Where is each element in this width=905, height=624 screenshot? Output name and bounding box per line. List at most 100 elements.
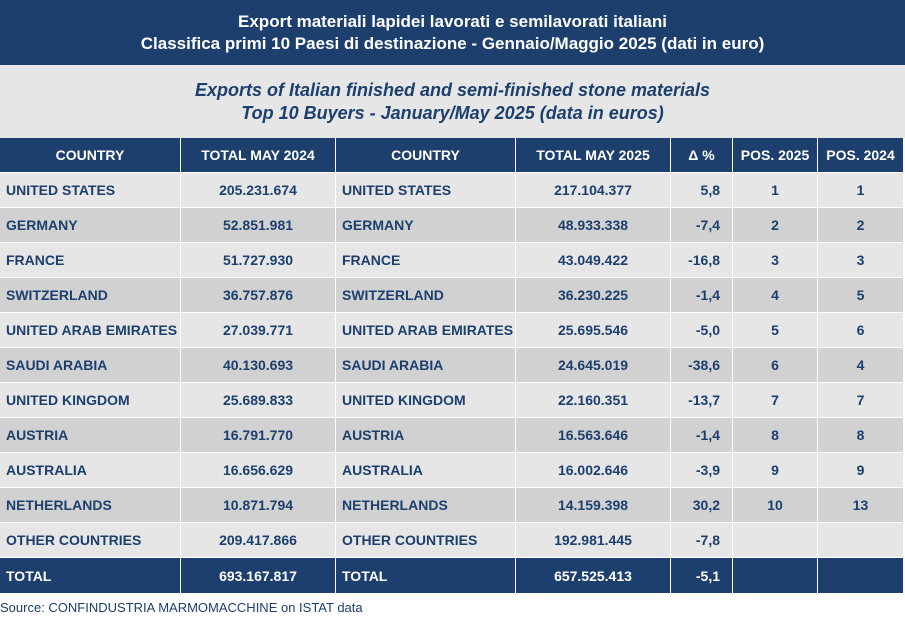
total-value-2024: 693.167.817 — [181, 558, 336, 593]
cell-total-2024: 36.757.876 — [181, 278, 336, 313]
table-row: AUSTRIA 16.791.770 AUSTRIA 16.563.646 -1,4 8 8 — [0, 418, 903, 453]
cell-country-2024: UNITED ARAB EMIRATES — [0, 313, 181, 348]
cell-total-2024: 10.871.794 — [181, 488, 336, 523]
total-delta: -5,1 — [671, 558, 733, 593]
cell-total-2024: 209.417.866 — [181, 523, 336, 558]
header-country-2024: COUNTRY — [0, 138, 181, 173]
cell-country-2024: SWITZERLAND — [0, 278, 181, 313]
cell-pos-2025: 7 — [733, 383, 818, 418]
cell-delta: -16,8 — [671, 243, 733, 278]
cell-total-2025: 25.695.546 — [516, 313, 671, 348]
cell-country-2024: SAUDI ARABIA — [0, 348, 181, 383]
table-row: UNITED KINGDOM 25.689.833 UNITED KINGDOM 22… — [0, 383, 903, 418]
cell-pos-2024: 8 — [818, 418, 903, 453]
table-row: OTHER COUNTRIES 209.417.866 OTHER COUNTRIE… — [0, 523, 903, 558]
table-row: GERMANY 52.851.981 GERMANY 48.933.338 -7,4 2 2 — [0, 208, 903, 243]
cell-country-2024: AUSTRALIA — [0, 453, 181, 488]
cell-country-2024: GERMANY — [0, 208, 181, 243]
header-total-2025: TOTAL MAY 2025 — [516, 138, 671, 173]
cell-delta: -3,9 — [671, 453, 733, 488]
cell-country-2025: NETHERLANDS — [336, 488, 516, 523]
cell-pos-2025: 10 — [733, 488, 818, 523]
cell-country-2024: UNITED STATES — [0, 173, 181, 208]
total-row: TOTAL 693.167.817 TOTAL 657.525.413 -5,1 — [0, 558, 903, 593]
cell-pos-2024: 7 — [818, 383, 903, 418]
cell-country-2025: FRANCE — [336, 243, 516, 278]
cell-country-2025: SWITZERLAND — [336, 278, 516, 313]
header-country-2025: COUNTRY — [336, 138, 516, 173]
cell-delta: -7,8 — [671, 523, 733, 558]
cell-delta: -5,0 — [671, 313, 733, 348]
cell-country-2024: OTHER COUNTRIES — [0, 523, 181, 558]
table-row: NETHERLANDS 10.871.794 NETHERLANDS 14.159.3… — [0, 488, 903, 523]
cell-pos-2025: 5 — [733, 313, 818, 348]
table-row: SWITZERLAND 36.757.876 SWITZERLAND 36.230.2… — [0, 278, 903, 313]
title-english: Exports of Italian finished and semi-fin… — [0, 65, 905, 138]
title-italian-line1: Export materiali lapidei lavorati e semi… — [238, 11, 667, 31]
title-italian-line2: Classifica primi 10 Paesi di destinazion… — [140, 33, 765, 53]
cell-country-2024: NETHERLANDS — [0, 488, 181, 523]
cell-total-2025: 24.645.019 — [516, 348, 671, 383]
cell-delta: -38,6 — [671, 348, 733, 383]
total-pos-2025 — [733, 558, 818, 593]
cell-total-2025: 192.981.445 — [516, 523, 671, 558]
cell-total-2025: 43.049.422 — [516, 243, 671, 278]
cell-total-2024: 16.656.629 — [181, 453, 336, 488]
cell-country-2025: GERMANY — [336, 208, 516, 243]
cell-total-2024: 205.231.674 — [181, 173, 336, 208]
cell-country-2024: UNITED KINGDOM — [0, 383, 181, 418]
cell-pos-2024: 2 — [818, 208, 903, 243]
cell-total-2024: 27.039.771 — [181, 313, 336, 348]
header-delta: Δ % — [671, 138, 733, 173]
cell-pos-2024: 6 — [818, 313, 903, 348]
header-total-2024: TOTAL MAY 2024 — [181, 138, 336, 173]
table-body: UNITED STATES 205.231.674 UNITED STATES 217… — [0, 173, 903, 558]
table-header-row: COUNTRY TOTAL MAY 2024 COUNTRY TOTAL MAY… — [0, 138, 903, 173]
cell-country-2025: AUSTRIA — [336, 418, 516, 453]
cell-delta: -7,4 — [671, 208, 733, 243]
cell-pos-2025: 8 — [733, 418, 818, 453]
table-row: UNITED STATES 205.231.674 UNITED STATES 217… — [0, 173, 903, 208]
cell-delta: 30,2 — [671, 488, 733, 523]
cell-total-2025: 217.104.377 — [516, 173, 671, 208]
cell-pos-2024: 5 — [818, 278, 903, 313]
cell-pos-2025 — [733, 523, 818, 558]
cell-delta: -1,4 — [671, 278, 733, 313]
cell-country-2025: UNITED KINGDOM — [336, 383, 516, 418]
source-note: Source: CONFINDUSTRIA MARMOMACCHINE on I… — [0, 600, 363, 615]
cell-pos-2024: 4 — [818, 348, 903, 383]
cell-total-2025: 48.933.338 — [516, 208, 671, 243]
cell-country-2025: AUSTRALIA — [336, 453, 516, 488]
cell-total-2024: 40.130.693 — [181, 348, 336, 383]
table-row: AUSTRALIA 16.656.629 AUSTRALIA 16.002.646 -3… — [0, 453, 903, 488]
cell-pos-2025: 6 — [733, 348, 818, 383]
cell-total-2025: 22.160.351 — [516, 383, 671, 418]
cell-total-2025: 36.230.225 — [516, 278, 671, 313]
table-row: SAUDI ARABIA 40.130.693 SAUDI ARABIA 24.645… — [0, 348, 903, 383]
cell-pos-2025: 3 — [733, 243, 818, 278]
cell-pos-2025: 2 — [733, 208, 818, 243]
export-ranking-table: COUNTRY TOTAL MAY 2024 COUNTRY TOTAL MAY… — [0, 138, 903, 593]
cell-total-2024: 16.791.770 — [181, 418, 336, 453]
cell-country-2025: UNITED STATES — [336, 173, 516, 208]
cell-pos-2024 — [818, 523, 903, 558]
total-pos-2024 — [818, 558, 903, 593]
title-italian: Export materiali lapidei lavorati e semi… — [0, 0, 905, 65]
cell-delta: 5,8 — [671, 173, 733, 208]
cell-total-2025: 16.002.646 — [516, 453, 671, 488]
cell-pos-2024: 3 — [818, 243, 903, 278]
cell-country-2025: SAUDI ARABIA — [336, 348, 516, 383]
cell-total-2024: 52.851.981 — [181, 208, 336, 243]
title-english-line2: Top 10 Buyers - January/May 2025 (data i… — [241, 102, 664, 123]
cell-country-2024: AUSTRIA — [0, 418, 181, 453]
cell-total-2024: 25.689.833 — [181, 383, 336, 418]
cell-delta: -13,7 — [671, 383, 733, 418]
cell-pos-2025: 4 — [733, 278, 818, 313]
cell-total-2025: 14.159.398 — [516, 488, 671, 523]
cell-delta: -1,4 — [671, 418, 733, 453]
total-value-2025: 657.525.413 — [516, 558, 671, 593]
table-row: UNITED ARAB EMIRATES 27.039.771 UNITED ARA… — [0, 313, 903, 348]
header-pos-2024: POS. 2024 — [818, 138, 903, 173]
cell-country-2025: OTHER COUNTRIES — [336, 523, 516, 558]
cell-country-2025: UNITED ARAB EMIRATES — [336, 313, 516, 348]
